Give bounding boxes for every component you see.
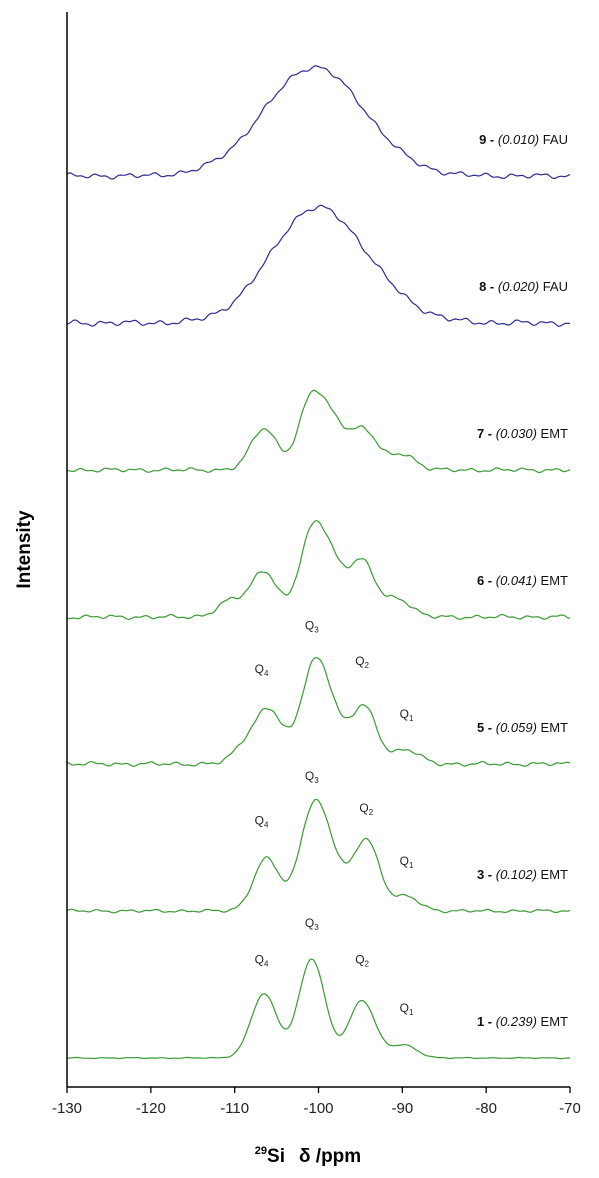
sample-number: 7 - xyxy=(477,426,496,441)
sample-phase: EMT xyxy=(537,1014,568,1029)
x-axis-title: 29Si δ /ppm xyxy=(255,1145,361,1167)
x-axis-title-rest: δ /ppm xyxy=(299,1146,361,1167)
sample-label-8: 8 - (0.020) FAU xyxy=(479,279,568,294)
q-label-4: Q4 xyxy=(255,814,269,830)
q-label-4: Q4 xyxy=(255,952,269,968)
sample-label-5: 5 - (0.059) EMT xyxy=(477,720,568,735)
sample-ratio: (0.020) xyxy=(498,279,539,294)
q-label-1: Q1 xyxy=(400,1001,414,1017)
sample-number: 3 - xyxy=(477,867,496,882)
sample-label-6: 6 - (0.041) EMT xyxy=(477,573,568,588)
sample-number: 5 - xyxy=(477,720,496,735)
sample-ratio: (0.102) xyxy=(496,867,537,882)
sample-label-3: 3 - (0.102) EMT xyxy=(477,867,568,882)
spectrum-line-1 xyxy=(66,958,570,1060)
sample-label-9: 9 - (0.010) FAU xyxy=(479,132,568,147)
x-tick-label: -80 xyxy=(475,1100,497,1117)
q-label-1: Q1 xyxy=(400,854,414,870)
sample-phase: EMT xyxy=(537,720,568,735)
sample-phase: EMT xyxy=(537,573,568,588)
sample-phase: EMT xyxy=(537,867,568,882)
spectrum-line-6 xyxy=(66,519,571,621)
x-tick-label: -130 xyxy=(52,1100,82,1117)
sample-label-1: 1 - (0.239) EMT xyxy=(477,1014,568,1029)
sample-ratio: (0.059) xyxy=(496,720,537,735)
q-label-4: Q4 xyxy=(255,662,269,678)
sample-number: 6 - xyxy=(477,573,496,588)
x-tick-label: -100 xyxy=(303,1100,333,1117)
q-label-group: Q4 Q3 Q2 Q1 Q4 Q3 Q2 Q1 Q4 Q3 Q2 Q1 xyxy=(255,619,414,1017)
q-label-3: Q3 xyxy=(305,619,319,635)
q-label-2: Q2 xyxy=(355,654,369,670)
q-label-3: Q3 xyxy=(305,916,319,932)
spectrum-line-5 xyxy=(66,657,571,767)
spectra-group xyxy=(66,65,571,1060)
spectrum-line-8 xyxy=(66,204,571,327)
sample-ratio: (0.030) xyxy=(496,426,537,441)
spectrum-line-9 xyxy=(66,65,571,180)
sample-ratio: (0.010) xyxy=(498,132,539,147)
sample-number: 8 - xyxy=(479,279,498,294)
sample-phase: EMT xyxy=(537,426,568,441)
q-label-1: Q1 xyxy=(400,707,414,723)
x-axis-title-nucleus: Si xyxy=(267,1146,285,1167)
x-tick-label: -110 xyxy=(220,1100,249,1117)
q-label-2: Q2 xyxy=(355,952,369,968)
x-axis-title-sup: 29 xyxy=(255,1145,267,1157)
sample-label-7: 7 - (0.030) EMT xyxy=(477,426,568,441)
sample-phase: FAU xyxy=(539,279,568,294)
sample-phase: FAU xyxy=(539,132,568,147)
y-axis-title: Intensity xyxy=(14,510,35,589)
x-tick-label: -90 xyxy=(391,1100,413,1117)
sample-number: 9 - xyxy=(479,132,498,147)
x-tick-label: -70 xyxy=(559,1100,581,1117)
spectrum-line-3 xyxy=(66,798,571,914)
q-label-2: Q2 xyxy=(359,801,373,817)
spectrum-line-7 xyxy=(66,389,571,474)
q-label-3: Q3 xyxy=(305,769,319,785)
x-tick-label: -120 xyxy=(136,1100,166,1117)
sample-ratio: (0.041) xyxy=(496,573,537,588)
x-tick-group: -130 -120 -110 -100 -90 -80 -70 xyxy=(52,1087,581,1117)
sample-ratio: (0.239) xyxy=(496,1014,537,1029)
sample-number: 1 - xyxy=(477,1014,496,1029)
